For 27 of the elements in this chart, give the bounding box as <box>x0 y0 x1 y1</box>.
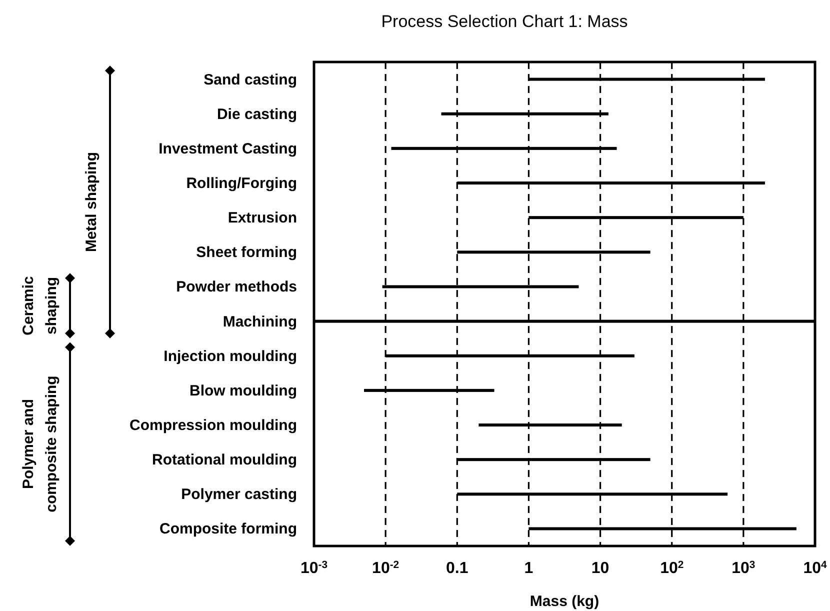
x-tick-label: 10$^{2}$ <box>660 560 684 577</box>
y-tick-label: Compression moulding <box>129 417 297 434</box>
y-tick-label: Polymer casting <box>181 486 297 504</box>
x-tick-label: 10$^{4}$ <box>803 560 828 577</box>
text: Polymer and composite shaping <box>20 376 60 512</box>
y-tick-label: Rotational moulding <box>152 452 297 469</box>
x-tick-label: 10$^{-3}$ <box>300 560 328 577</box>
y-tick-label: Injection moulding <box>164 348 297 365</box>
text: Metal shaping <box>83 152 100 252</box>
x-tick-label: 10$^{3}$ <box>732 560 756 577</box>
y-tick-label: Investment Casting <box>158 140 297 158</box>
y-tick-label: Extrusion <box>228 210 297 227</box>
x-tick-label: 1 <box>524 560 534 577</box>
y-tick-label: Sheet forming <box>196 244 297 262</box>
chart-title: Process Selection Chart 1: Mass <box>381 12 628 31</box>
text: Ceramic shaping <box>20 276 60 336</box>
y-tick-label: Die casting <box>216 106 297 123</box>
y-tick-label: Machining <box>222 313 297 330</box>
y-tick-label: Blow moulding <box>190 382 297 400</box>
y-tick-label: Sand casting <box>204 71 297 88</box>
x-tick-label: 0.1 <box>446 560 468 577</box>
x-tick-label: 10$^{-2}$ <box>372 560 400 577</box>
x-axis-title: Mass (kg) <box>530 593 600 610</box>
x-tick-label: 10 <box>591 560 610 577</box>
y-tick-label: Composite forming <box>160 520 297 538</box>
y-tick-label: Rolling/Forging <box>186 175 297 192</box>
y-tick-label: Powder methods <box>176 278 297 296</box>
